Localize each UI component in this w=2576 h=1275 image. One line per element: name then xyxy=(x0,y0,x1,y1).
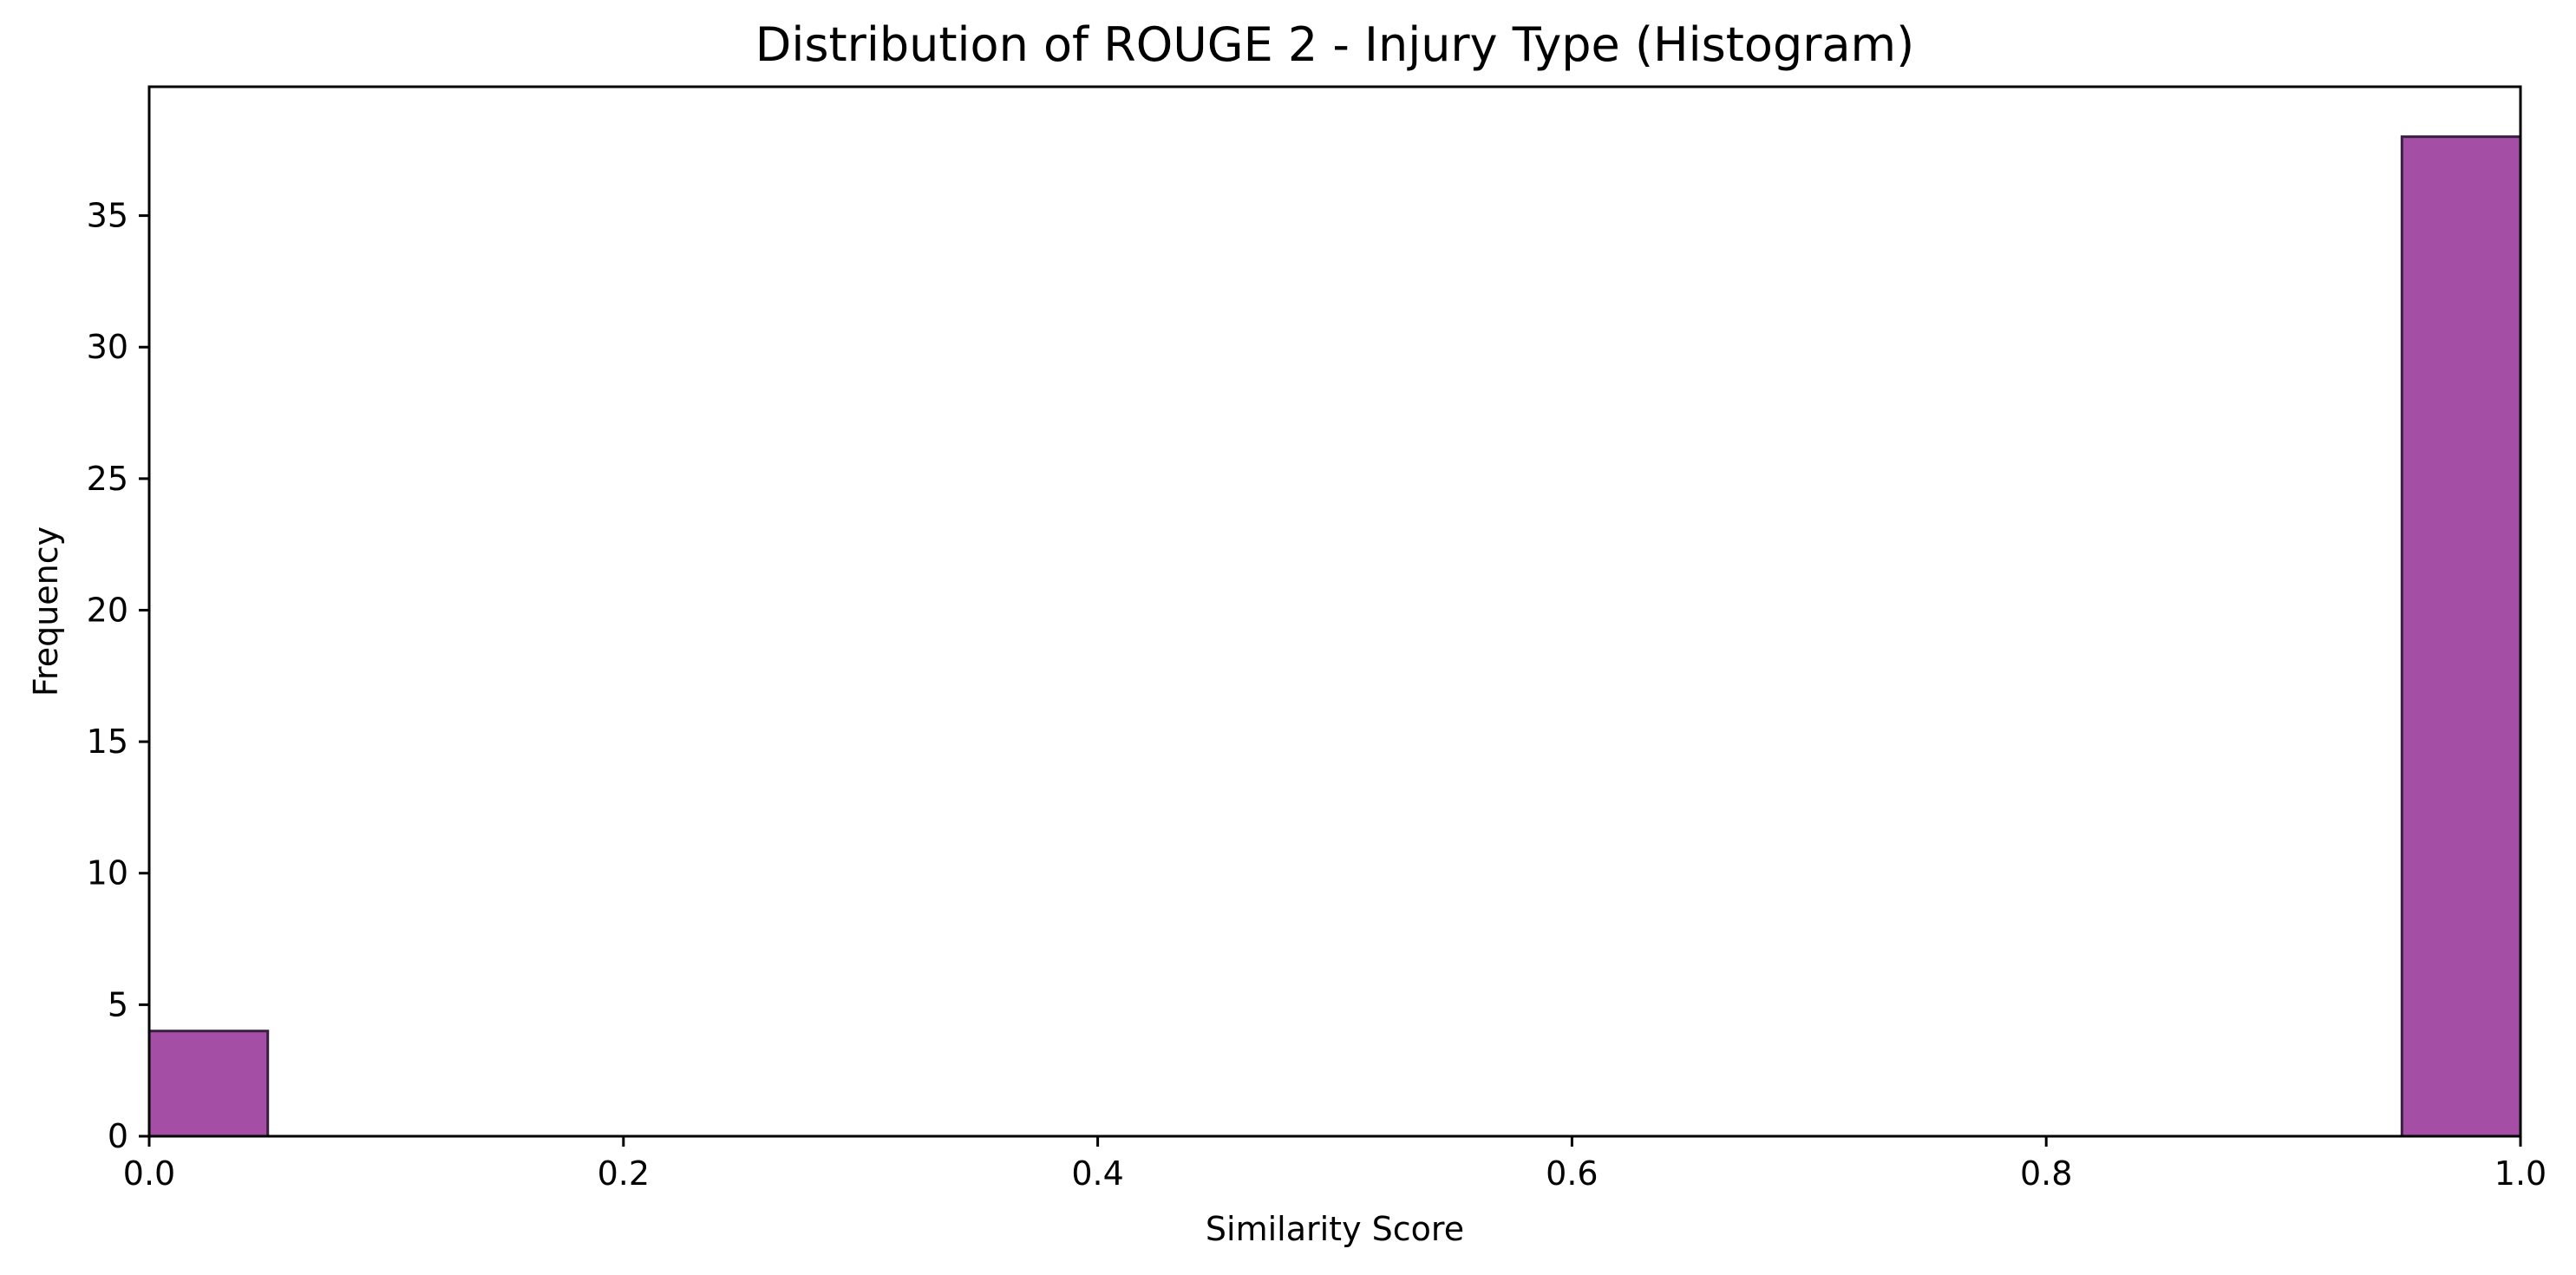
plot-frame xyxy=(147,85,2522,1138)
x-tick-label: 0.6 xyxy=(1546,1154,1598,1193)
y-axis-label: Frequency xyxy=(27,526,65,696)
x-tick-label: 0.2 xyxy=(598,1154,650,1193)
y-tick-label: 15 xyxy=(87,722,128,761)
x-tick-label: 0.0 xyxy=(123,1154,175,1193)
bars-group xyxy=(147,135,2522,1138)
histogram-bar xyxy=(147,1030,270,1138)
y-tick-label: 25 xyxy=(87,460,128,498)
chart-title: Distribution of ROUGE 2 - Injury Type (H… xyxy=(755,17,1914,72)
y-tick-label: 30 xyxy=(87,328,128,366)
x-tick-label: 1.0 xyxy=(2494,1154,2547,1193)
histogram-bar xyxy=(2400,135,2522,1138)
y-tick-label: 5 xyxy=(108,985,128,1023)
x-tick-label: 0.8 xyxy=(2020,1154,2072,1193)
y-tick-label: 0 xyxy=(108,1117,128,1155)
y-tick-label: 20 xyxy=(87,591,128,629)
y-tick-label: 35 xyxy=(87,197,128,235)
x-axis-ticks: 0.0 0.2 0.4 0.6 0.8 1.0 xyxy=(123,1136,2547,1193)
y-axis-ticks: 0 5 10 15 20 25 30 35 xyxy=(87,197,149,1155)
x-tick-label: 0.4 xyxy=(1071,1154,1123,1193)
x-axis-label: Similarity Score xyxy=(1206,1210,1464,1248)
y-tick-label: 10 xyxy=(87,854,128,892)
